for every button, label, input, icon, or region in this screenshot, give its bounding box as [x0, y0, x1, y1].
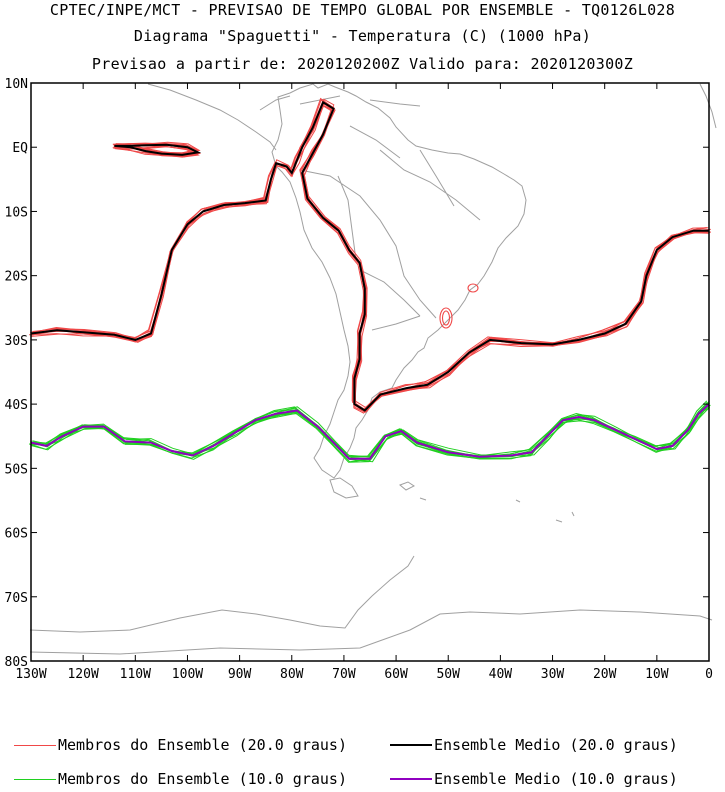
lon-label: 0: [705, 667, 713, 682]
legend-members-10: Membros do Ensemble (10.0 graus): [14, 770, 347, 788]
tierra-del-fuego: [329, 477, 359, 499]
lat-label: 70S: [5, 591, 28, 606]
isotherm-20-ring-sao-paulo: [467, 283, 479, 293]
isotherm-10-member: [31, 402, 710, 458]
legend-swatch-members-20: [14, 744, 56, 746]
lon-label: 110W: [120, 667, 151, 682]
isotherm-20-mean: [30, 100, 709, 412]
south-america-borders: [299, 125, 481, 331]
lat-label: 30S: [5, 334, 28, 349]
lon-label: 80W: [280, 667, 304, 682]
lat-label: 60S: [5, 527, 28, 542]
legend-mean-20: Ensemble Medio (20.0 graus): [390, 736, 678, 754]
isotherm-20-island-member: [112, 143, 198, 155]
lat-label: 20S: [5, 270, 28, 285]
lon-label: 60W: [384, 667, 408, 682]
isotherm-10-member: [30, 404, 710, 460]
header-line-3: Previsao a partir de: 2020120200Z Valido…: [91, 55, 634, 73]
central-america-coast: [147, 83, 421, 151]
south-america-coast: [271, 83, 527, 479]
legend-label-mean-20: Ensemble Medio (20.0 graus): [434, 736, 678, 754]
isotherm-20-ring-parana-inner: [441, 310, 451, 326]
isotherm-10-member: [32, 402, 710, 460]
lon-label: 70W: [332, 667, 356, 682]
lat-label: 10N: [5, 77, 28, 92]
isotherm-20-ring-parana: [439, 307, 453, 329]
isotherm-20-member: [31, 102, 711, 413]
lon-label: 130W: [15, 667, 46, 682]
legend-swatch-members-10: [14, 778, 56, 780]
antarctica-coast: [29, 555, 713, 655]
isotherm-10-member: [30, 401, 708, 459]
africa-coast: [699, 83, 717, 129]
legend-label-members-10: Membros do Ensemble (10.0 graus): [58, 770, 347, 788]
lon-label: 20W: [593, 667, 617, 682]
lat-label: 80S: [5, 655, 28, 670]
coastline-layer: [29, 83, 717, 655]
isotherm-20-member: [29, 104, 708, 414]
isotherm-layer: [28, 97, 711, 463]
antarctic-islands: [419, 497, 575, 523]
legend-mean-10: Ensemble Medio (10.0 graus): [390, 770, 678, 788]
axis-ticks: [31, 83, 709, 661]
isotherm-20-island-mean: [114, 143, 202, 156]
legend-label-mean-10: Ensemble Medio (10.0 graus): [434, 770, 678, 788]
header-line-2: Diagrama "Spaguetti" - Temperatura (C) (…: [133, 27, 592, 45]
isotherm-20-island-member: [115, 141, 201, 155]
isotherm-20-member: [31, 102, 709, 413]
lat-label: 50S: [5, 462, 28, 477]
lon-label: 100W: [172, 667, 203, 682]
map-frame: [30, 82, 710, 662]
isotherm-20-inland-rings: [439, 283, 479, 329]
lon-label: 90W: [228, 667, 252, 682]
isotherm-20-member: [30, 103, 710, 410]
legend-members-20: Membros do Ensemble (20.0 graus): [14, 736, 347, 754]
isotherm-10-mean: [30, 403, 710, 460]
lat-label: 40S: [5, 398, 28, 413]
legend-swatch-mean-10: [390, 778, 432, 780]
lon-label: 120W: [67, 667, 98, 682]
lat-label: EQ: [12, 141, 28, 156]
isotherm-10-member: [31, 404, 709, 461]
lon-label: 30W: [541, 667, 565, 682]
legend-swatch-mean-20: [390, 744, 432, 746]
header-line-1: CPTEC/INPE/MCT - PREVISAO DE TEMPO GLOBA…: [49, 1, 676, 19]
lon-label: 10W: [645, 667, 669, 682]
lon-label: 40W: [489, 667, 513, 682]
lon-label: 50W: [436, 667, 460, 682]
legend-label-members-20: Membros do Ensemble (20.0 graus): [58, 736, 347, 754]
lat-label: 10S: [5, 205, 28, 220]
falkland-islands: [399, 481, 415, 491]
